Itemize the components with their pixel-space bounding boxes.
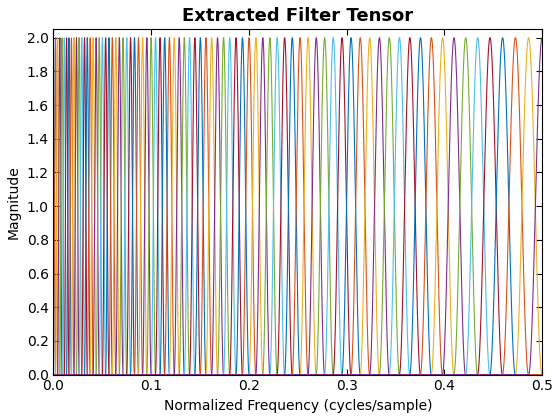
Title: Extracted Filter Tensor: Extracted Filter Tensor	[182, 7, 413, 25]
X-axis label: Normalized Frequency (cycles/sample): Normalized Frequency (cycles/sample)	[164, 399, 432, 413]
Y-axis label: Magnitude: Magnitude	[7, 165, 21, 239]
